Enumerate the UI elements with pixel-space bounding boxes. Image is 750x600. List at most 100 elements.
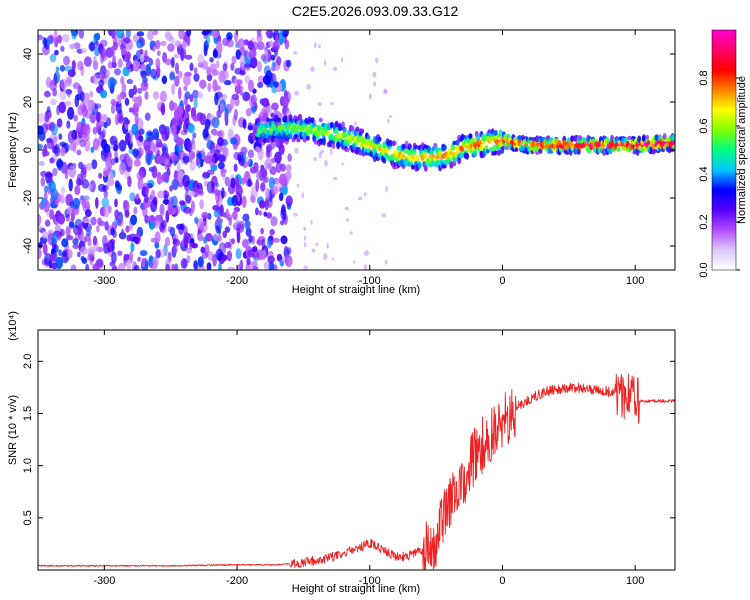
snr-y-tick-label: 2.0 xyxy=(22,354,34,369)
spectrogram-noise-cell xyxy=(157,190,165,199)
spectrogram-sparse-cell xyxy=(311,248,316,253)
spectrogram-ridge-cell xyxy=(285,127,290,136)
spectrogram-noise-cell xyxy=(236,79,243,86)
spectrogram-noise-cell xyxy=(250,94,257,106)
spectrogram-noise-cell xyxy=(143,79,148,87)
spectrogram-noise-cell xyxy=(241,152,247,162)
spectrogram-noise-cell xyxy=(186,35,191,47)
spectrogram-y-tick-label: -40 xyxy=(22,238,34,254)
spectrogram-noise-cell xyxy=(212,204,221,211)
spectrogram-ridge-cell xyxy=(492,144,497,152)
spectrogram-noise-cell xyxy=(261,238,266,250)
spectrogram-noise-cell xyxy=(178,30,185,40)
spectrogram-noise-cell xyxy=(62,249,67,257)
spectrogram-noise-cell xyxy=(256,170,262,181)
spectrogram-noise-cell xyxy=(96,225,100,233)
spectrogram-ridge-cell xyxy=(261,123,266,128)
spectrogram-noise-cell xyxy=(43,185,49,193)
spectrogram-sparse-cell xyxy=(326,243,329,249)
spectrogram-noise-cell xyxy=(45,124,53,131)
spectrogram-sparse-cell xyxy=(294,90,300,96)
spectrogram-noise-cell xyxy=(241,195,247,208)
spectrogram-x-ticks: -300 -200 -100 0 100 xyxy=(93,30,644,287)
spectrogram-noise-cell xyxy=(52,167,58,177)
spectrogram-ridge-cell xyxy=(484,145,489,150)
spectrogram-noise-cell xyxy=(106,242,112,249)
spectrogram-noise-cell xyxy=(101,128,106,139)
spectrogram-noise-cell xyxy=(131,123,139,136)
spectrogram-sparse-cell xyxy=(313,157,317,161)
spectrogram-noise-cell xyxy=(134,237,139,244)
spectrogram-noise-cell xyxy=(247,125,254,131)
spectrogram-noise-cell xyxy=(266,212,273,219)
spectrogram-noise-cell xyxy=(260,54,267,61)
spectrogram-noise-cell xyxy=(137,147,144,157)
snr-y-tick-label: 1.5 xyxy=(22,406,34,421)
spectrogram-noise-cell xyxy=(186,255,191,264)
spectrogram-noise-cell xyxy=(137,87,143,94)
spectrogram-ridge-cell xyxy=(318,117,323,123)
spectrogram-noise-cell xyxy=(155,57,161,70)
spectrogram-ridge-cell xyxy=(468,133,473,138)
spectrogram-ridge-cell xyxy=(476,133,481,142)
spectrogram-noise-cell xyxy=(225,208,230,220)
spectrogram-noise-cell xyxy=(224,226,231,233)
spectrogram-sparse-cell xyxy=(372,71,377,78)
spectrogram-noise-cell xyxy=(42,44,50,56)
spectrogram-noise-cell xyxy=(169,185,173,192)
spectrogram-sparse-cell xyxy=(385,185,388,193)
spectrogram-sparse-cell xyxy=(346,218,349,222)
spectrogram-noise-cell xyxy=(248,79,254,93)
spectrogram-noise-cell xyxy=(152,91,160,100)
spectrogram-noise-cell xyxy=(82,217,91,224)
spectrogram-noise-cell xyxy=(195,156,200,167)
spectrogram-noise-cell xyxy=(92,73,99,85)
spectrogram-noise-cell xyxy=(51,123,58,136)
spectrogram-ridge-cell xyxy=(258,138,263,144)
spectrogram-noise-cell xyxy=(251,105,257,114)
spectrogram-noise-cell xyxy=(161,129,169,142)
spectrogram-noise-cell xyxy=(38,112,45,123)
spectrogram-noise-cell xyxy=(269,166,277,175)
spectrogram-noise-cell xyxy=(259,251,266,260)
spectrogram-sparse-cell xyxy=(324,160,328,167)
spectrogram-ridge-cell xyxy=(672,135,675,141)
spectrogram-sparse-cell xyxy=(349,231,353,235)
spectrogram-noise-cell xyxy=(72,141,77,153)
spectrogram-noise-cell xyxy=(274,138,280,148)
spectrogram-noise-cell xyxy=(285,164,292,172)
spectrogram-noise-cell xyxy=(50,98,57,106)
spectrogram-noise-cell xyxy=(167,202,173,215)
spectrogram-ridge-cell xyxy=(489,147,494,152)
spectrogram-noise-cell xyxy=(135,194,140,200)
spectrogram-noise-cell xyxy=(177,70,183,79)
spectrogram-noise-cell xyxy=(65,225,72,237)
spectrogram-noise-cell xyxy=(155,39,161,50)
spectrogram-noise-cell xyxy=(114,198,118,208)
spectrogram-noise-cell xyxy=(275,161,282,173)
spectrogram-noise-cell xyxy=(41,230,48,239)
spectrogram-noise-cell xyxy=(239,259,244,270)
spectrogram-noise-cell xyxy=(38,130,46,142)
spectrogram-noise-cell xyxy=(121,83,127,93)
spectrogram-noise-cell xyxy=(233,163,238,172)
spectrogram-noise-cell xyxy=(90,146,95,153)
spectrogram-noise-cell xyxy=(201,251,209,259)
spectrogram-noise-cell xyxy=(240,177,246,185)
spectrogram-noise-cell xyxy=(218,262,222,270)
spectrogram-noise-cell xyxy=(262,74,271,85)
spectrogram-noise-cell xyxy=(114,180,120,189)
spectrogram-noise-cell xyxy=(98,79,105,87)
spectrogram-noise-cell xyxy=(51,188,59,201)
spectrogram-noise-cell xyxy=(43,91,52,98)
spectrogram-noise-cell xyxy=(247,149,255,159)
spectrogram-ridge-cell xyxy=(417,163,422,169)
spectrogram-noise-cell xyxy=(188,241,193,250)
spectrogram-noise-cell xyxy=(230,137,238,145)
spectrogram-noise-cell xyxy=(58,249,62,257)
spectrogram-noise-cell xyxy=(287,153,293,162)
spectrogram-ridge-cell xyxy=(485,149,490,154)
spectrogram-sparse-cell xyxy=(363,264,368,270)
spectrogram-sparse-cell xyxy=(320,149,325,154)
spectrogram-noise-cell xyxy=(87,99,95,111)
